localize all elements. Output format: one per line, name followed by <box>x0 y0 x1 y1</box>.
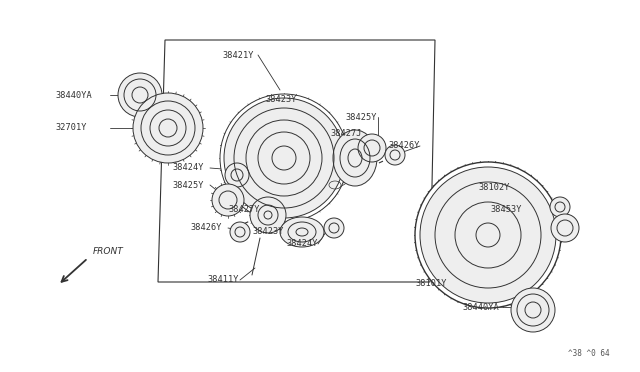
Text: 38424Y: 38424Y <box>172 164 204 173</box>
Ellipse shape <box>550 197 570 217</box>
Ellipse shape <box>220 94 348 222</box>
Ellipse shape <box>280 217 324 247</box>
Ellipse shape <box>212 184 244 216</box>
Ellipse shape <box>250 197 286 233</box>
Text: FRONT: FRONT <box>93 247 124 257</box>
Text: 38411Y: 38411Y <box>207 276 239 285</box>
Text: 38427Y: 38427Y <box>228 205 259 215</box>
Text: 38425Y: 38425Y <box>172 180 204 189</box>
Text: 38423Y: 38423Y <box>252 228 284 237</box>
Ellipse shape <box>358 134 386 162</box>
Ellipse shape <box>511 288 555 332</box>
Ellipse shape <box>224 98 344 218</box>
Text: 38421Y: 38421Y <box>222 51 253 60</box>
Ellipse shape <box>385 145 405 165</box>
Ellipse shape <box>225 163 249 187</box>
Text: 38453Y: 38453Y <box>490 205 522 215</box>
Ellipse shape <box>551 214 579 242</box>
Ellipse shape <box>415 162 561 308</box>
Text: 38423Y: 38423Y <box>265 96 296 105</box>
Ellipse shape <box>230 222 250 242</box>
Ellipse shape <box>420 167 556 303</box>
Text: 38426Y: 38426Y <box>190 224 221 232</box>
Ellipse shape <box>333 130 377 186</box>
Text: 38427J: 38427J <box>330 128 362 138</box>
Text: 38102Y: 38102Y <box>478 183 509 192</box>
Text: 38424Y: 38424Y <box>286 240 317 248</box>
Text: 38426Y: 38426Y <box>388 141 419 151</box>
Ellipse shape <box>324 218 344 238</box>
Text: 38101Y: 38101Y <box>415 279 447 288</box>
Text: 38440YA: 38440YA <box>462 302 499 311</box>
Text: 38425Y: 38425Y <box>345 112 376 122</box>
Text: 32701Y: 32701Y <box>55 124 86 132</box>
Text: 38440YA: 38440YA <box>55 90 92 99</box>
Ellipse shape <box>118 73 162 117</box>
Ellipse shape <box>133 93 203 163</box>
Text: ^38 ^0 64: ^38 ^0 64 <box>568 349 610 358</box>
